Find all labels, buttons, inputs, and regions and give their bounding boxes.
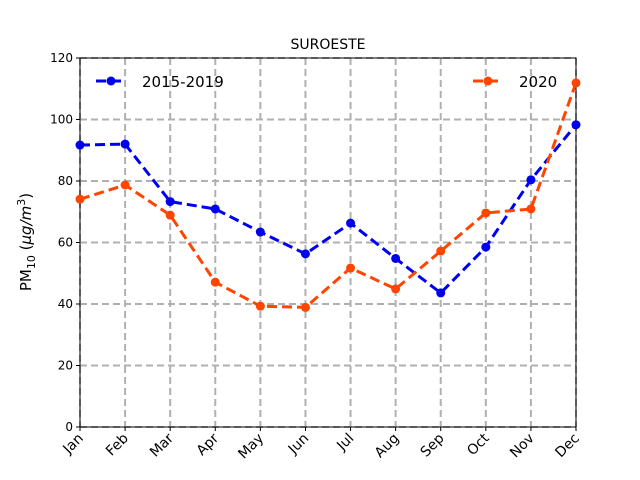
point-series1-sep (436, 288, 446, 298)
y-tick-label-80: 80 (58, 174, 73, 188)
series-1 (75, 120, 581, 298)
point-series1-mar (165, 197, 175, 207)
y-axis-label-mu: μ (17, 235, 35, 246)
series-2 (75, 78, 581, 312)
y-axis-label-slash: / (17, 218, 35, 227)
legend-swatch-marker-2 (483, 76, 493, 86)
y-tick-label-60: 60 (58, 236, 73, 250)
series (75, 78, 581, 312)
series-line-2 (79, 82, 578, 309)
point-series1-jun (300, 249, 310, 259)
y-axis-label-subscript: 10 (25, 255, 38, 269)
y-axis-label-prefix: PM (17, 269, 35, 291)
y-tick-label-120: 120 (50, 51, 73, 65)
point-series1-oct (481, 242, 491, 252)
point-series1-may (255, 227, 265, 237)
point-series2-jul (346, 263, 356, 273)
y-axis-label-superscript: 3 (15, 199, 28, 206)
point-series1-jan (75, 140, 85, 150)
legend-label-1: 2015-2019 (142, 73, 224, 91)
point-series1-feb (120, 139, 130, 149)
y-tick-label-40: 40 (58, 297, 73, 311)
point-series2-nov (526, 204, 536, 214)
point-series1-jul (346, 218, 356, 228)
point-series2-oct (481, 208, 491, 218)
legend-right: 2020 (473, 73, 557, 91)
point-series2-may (255, 301, 265, 311)
legend-left: 2015-2019 (96, 73, 224, 91)
point-series2-dec (571, 78, 581, 88)
legend-label-2: 2020 (519, 73, 557, 91)
point-series2-apr (210, 277, 220, 287)
y-axis-label-open: ( (17, 245, 35, 256)
y-tick-label-20: 20 (58, 359, 73, 373)
y-tick-label-100: 100 (50, 113, 73, 127)
y-axis-label-m: m (17, 206, 35, 221)
point-series1-dec (571, 120, 581, 130)
y-axis-label: PM10 (μg/m3) (15, 193, 38, 291)
point-series2-mar (165, 210, 175, 220)
point-series1-apr (210, 204, 220, 214)
chart-title: SUROESTE (290, 37, 365, 53)
y-axis-label-close: ) (17, 193, 35, 199)
point-series2-jun (300, 302, 310, 312)
point-series2-sep (436, 246, 446, 256)
point-series1-aug (391, 253, 401, 263)
y-tick-label-0: 0 (65, 420, 73, 434)
point-series1-nov (526, 175, 536, 185)
point-series2-feb (120, 180, 130, 190)
legend-swatch-marker-1 (106, 76, 116, 86)
y-axis-label-g: g (17, 225, 35, 235)
point-series2-aug (391, 284, 401, 294)
point-series2-jan (75, 194, 85, 204)
series-line-1 (79, 123, 578, 295)
